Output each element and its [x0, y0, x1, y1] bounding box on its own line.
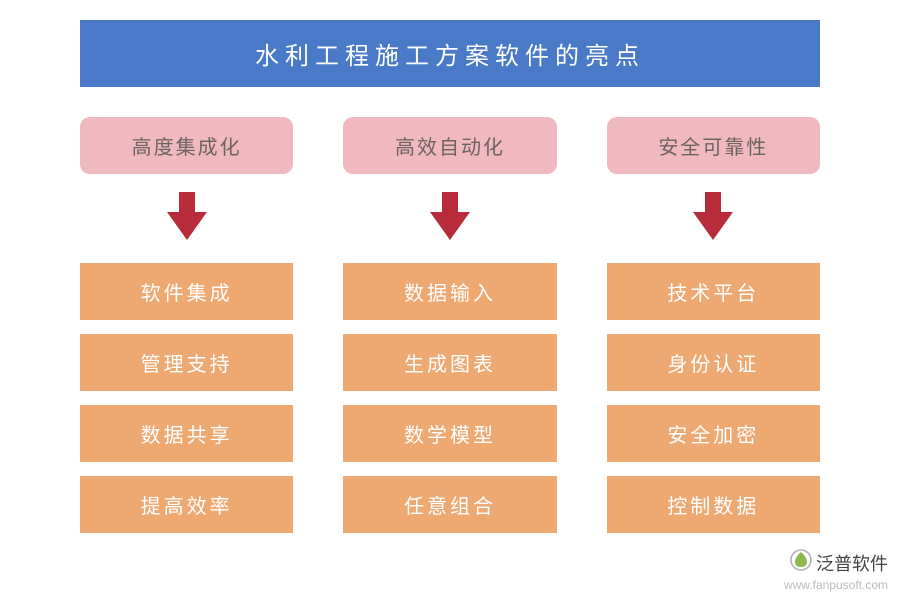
main-title: 水利工程施工方案软件的亮点 — [80, 20, 820, 87]
item-box: 任意组合 — [343, 476, 556, 533]
arrow-down-icon — [693, 192, 733, 245]
category-box: 安全可靠性 — [607, 117, 820, 174]
column-1: 高度集成化 软件集成 管理支持 数据共享 提高效率 — [80, 117, 293, 547]
item-box: 身份认证 — [607, 334, 820, 391]
item-box: 控制数据 — [607, 476, 820, 533]
column-3: 安全可靠性 技术平台 身份认证 安全加密 控制数据 — [607, 117, 820, 547]
arrow-down-icon — [430, 192, 470, 245]
logo-icon — [790, 549, 812, 576]
watermark-brand-text: 泛普软件 — [816, 550, 888, 576]
watermark-brand: 泛普软件 — [784, 549, 888, 576]
item-box: 技术平台 — [607, 263, 820, 320]
diagram-container: 水利工程施工方案软件的亮点 高度集成化 软件集成 管理支持 数据共享 提高效率 … — [0, 0, 900, 567]
item-box: 生成图表 — [343, 334, 556, 391]
category-box: 高效自动化 — [343, 117, 556, 174]
columns-wrapper: 高度集成化 软件集成 管理支持 数据共享 提高效率 高效自动化 数据输入 生成图… — [80, 117, 820, 547]
arrow-down-icon — [167, 192, 207, 245]
watermark: 泛普软件 www.fanpusoft.com — [784, 549, 888, 592]
column-2: 高效自动化 数据输入 生成图表 数学模型 任意组合 — [343, 117, 556, 547]
item-box: 数据输入 — [343, 263, 556, 320]
item-box: 数据共享 — [80, 405, 293, 462]
watermark-url: www.fanpusoft.com — [784, 578, 888, 592]
item-box: 软件集成 — [80, 263, 293, 320]
item-box: 安全加密 — [607, 405, 820, 462]
item-box: 管理支持 — [80, 334, 293, 391]
item-box: 数学模型 — [343, 405, 556, 462]
item-box: 提高效率 — [80, 476, 293, 533]
category-box: 高度集成化 — [80, 117, 293, 174]
